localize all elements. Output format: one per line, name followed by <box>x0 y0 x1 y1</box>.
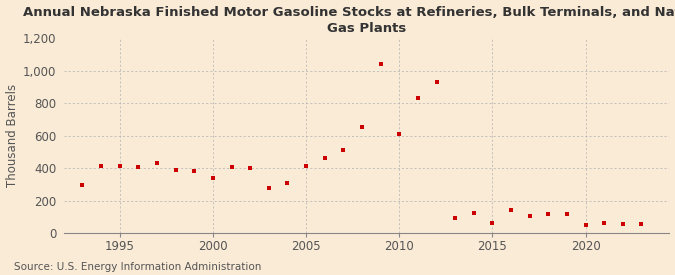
Point <box>375 62 386 67</box>
Point <box>543 212 554 216</box>
Point <box>263 186 274 191</box>
Point <box>599 221 610 226</box>
Point <box>562 212 572 216</box>
Point <box>133 164 144 169</box>
Point <box>282 181 293 185</box>
Point <box>170 167 181 172</box>
Title: Annual Nebraska Finished Motor Gasoline Stocks at Refineries, Bulk Terminals, an: Annual Nebraska Finished Motor Gasoline … <box>23 6 675 35</box>
Point <box>618 222 628 226</box>
Point <box>300 164 311 168</box>
Point <box>245 166 256 170</box>
Point <box>450 215 460 220</box>
Point <box>152 161 163 166</box>
Point <box>468 211 479 215</box>
Point <box>319 156 330 161</box>
Point <box>431 80 442 84</box>
Point <box>356 125 367 129</box>
Text: Source: U.S. Energy Information Administration: Source: U.S. Energy Information Administ… <box>14 262 261 272</box>
Point <box>96 164 107 168</box>
Point <box>226 164 237 169</box>
Point <box>524 214 535 218</box>
Point <box>506 208 516 213</box>
Point <box>207 176 218 180</box>
Point <box>580 223 591 227</box>
Point <box>412 96 423 101</box>
Y-axis label: Thousand Barrels: Thousand Barrels <box>5 84 18 187</box>
Point <box>338 148 349 153</box>
Point <box>77 183 88 187</box>
Point <box>636 222 647 226</box>
Point <box>114 164 125 168</box>
Point <box>487 221 498 226</box>
Point <box>189 169 200 174</box>
Point <box>394 132 404 136</box>
